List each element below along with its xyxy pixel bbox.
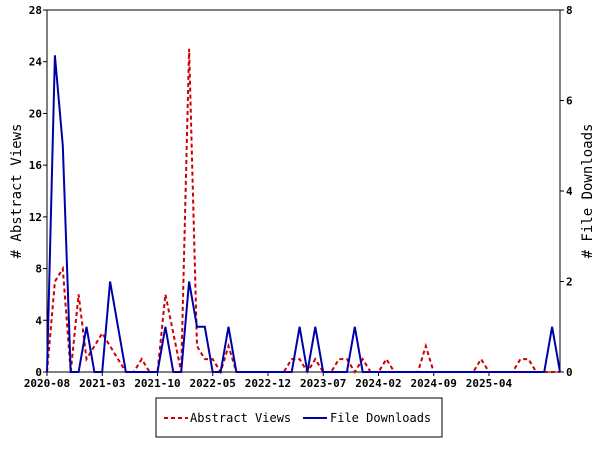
legend-box [155, 397, 443, 438]
y-left-tick-label: 4 [35, 314, 42, 327]
y-left-tick-label: 24 [29, 56, 43, 69]
plot-area [46, 9, 561, 373]
y-right-tick-label: 2 [566, 276, 573, 289]
y-right-tick-label: 4 [566, 185, 573, 198]
y-left-tick-label: 0 [35, 366, 42, 379]
legend: Abstract Views File Downloads [155, 397, 443, 438]
x-tick-label: 2021-10 [134, 377, 180, 390]
y-left-tick-label: 16 [29, 159, 43, 172]
series-line-file-downloads [46, 55, 561, 373]
y-left-tick-label: 28 [29, 4, 42, 17]
y-axis-right: 0 2 4 6 8 [560, 4, 573, 379]
y-left-tick-label: 12 [29, 211, 42, 224]
x-tick-label: 2023-07 [300, 377, 346, 390]
x-tick-label: 2022-05 [190, 377, 236, 390]
x-tick-label: 2020-08 [24, 377, 70, 390]
y-right-tick-label: 6 [566, 95, 573, 108]
legend-label-abstract-views: Abstract Views [190, 411, 291, 425]
x-tick-label: 2024-09 [411, 377, 457, 390]
y-right-tick-label: 0 [566, 366, 573, 379]
y-left-tick-label: 8 [35, 263, 42, 276]
x-tick-label: 2025-04 [466, 377, 513, 390]
series-layer [46, 48, 561, 375]
legend-label-file-downloads: File Downloads [330, 411, 431, 425]
y-axis-left: 0 4 8 12 16 20 24 28 [29, 4, 47, 379]
y-left-axis-title: # Abstract Views [9, 124, 25, 259]
x-tick-label: 2024-02 [355, 377, 401, 390]
y-right-axis-title: # File Downloads [580, 124, 596, 259]
x-tick-label: 2022-12 [245, 377, 291, 390]
x-axis: 2020-08 2021-03 2021-10 2022-05 2022-12 2023-… [24, 372, 513, 390]
y-right-tick-label: 8 [566, 4, 573, 17]
y-left-tick-label: 20 [29, 107, 42, 120]
x-tick-label: 2021-03 [79, 377, 125, 390]
